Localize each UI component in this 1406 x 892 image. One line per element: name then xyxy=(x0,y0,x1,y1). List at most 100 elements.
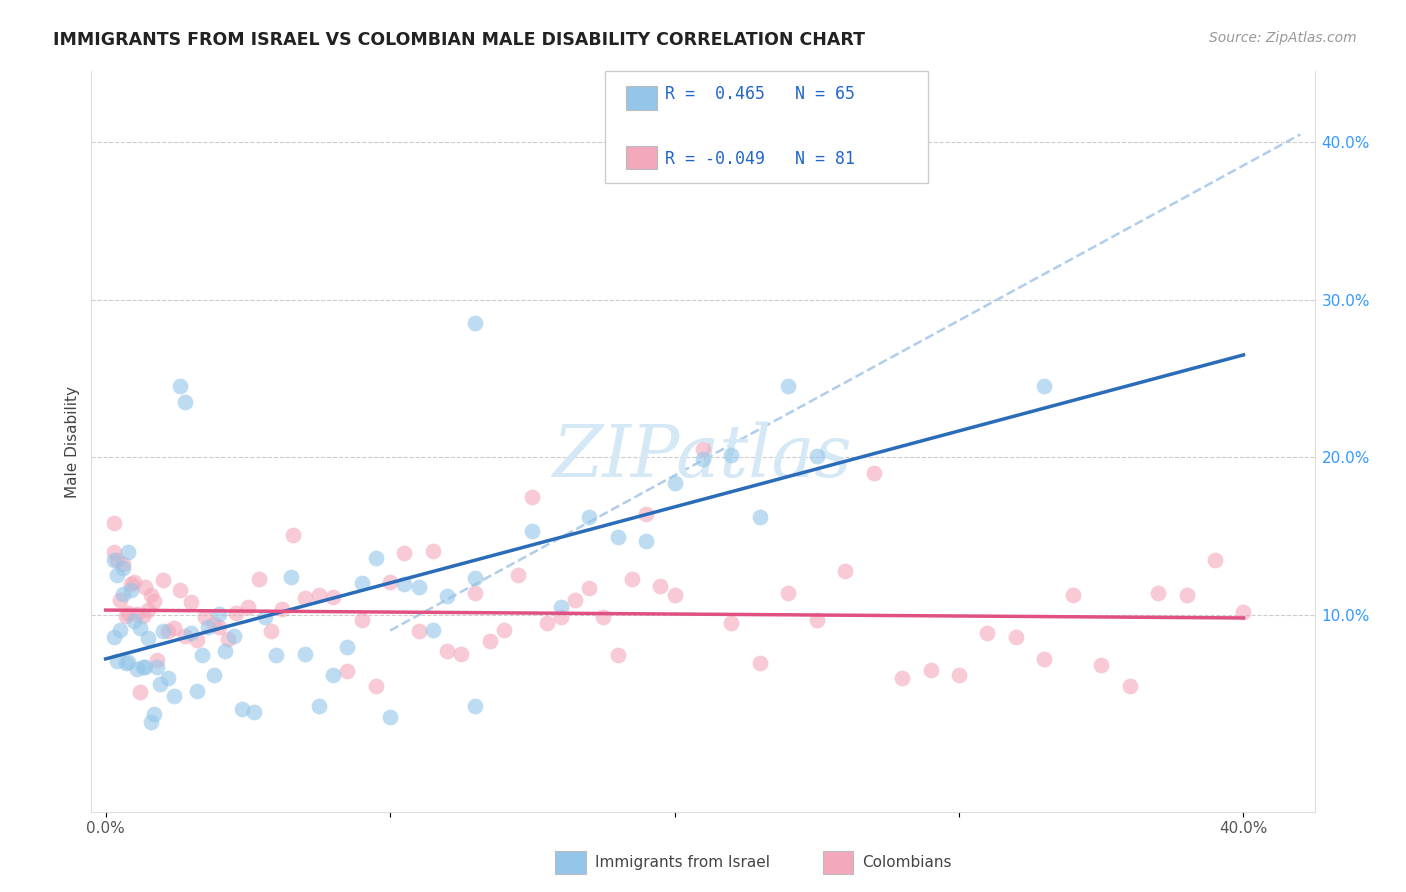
Point xyxy=(103,516,125,531)
Point xyxy=(105,654,128,668)
Point xyxy=(208,620,231,634)
Point xyxy=(117,606,139,620)
Point xyxy=(202,668,225,682)
Point xyxy=(862,466,884,480)
Point xyxy=(117,545,139,559)
Point xyxy=(143,594,166,608)
Point xyxy=(103,545,125,559)
Point xyxy=(592,610,614,624)
Point xyxy=(128,685,150,699)
Point xyxy=(806,449,828,463)
Point xyxy=(186,683,208,698)
Point xyxy=(146,653,169,667)
Point xyxy=(157,671,180,685)
Text: ZIPatlas: ZIPatlas xyxy=(553,421,853,491)
Point xyxy=(606,648,628,663)
Point xyxy=(322,668,344,682)
Point xyxy=(174,395,197,409)
Point xyxy=(114,608,136,623)
Point xyxy=(294,647,316,661)
Point xyxy=(778,586,800,600)
Point xyxy=(748,510,770,524)
Point xyxy=(606,530,628,544)
Point xyxy=(336,664,359,678)
Point xyxy=(464,586,486,600)
Point xyxy=(664,588,686,602)
Point xyxy=(394,546,416,560)
Point xyxy=(806,613,828,627)
Point xyxy=(920,663,942,677)
Point xyxy=(111,560,134,574)
Point xyxy=(364,679,387,693)
Point xyxy=(120,577,142,591)
Point xyxy=(194,610,217,624)
Point xyxy=(271,602,294,616)
Point xyxy=(180,626,202,640)
Point xyxy=(1118,679,1140,693)
Point xyxy=(394,576,416,591)
Point xyxy=(105,568,128,582)
Point xyxy=(169,583,191,598)
Point xyxy=(550,610,572,624)
Point xyxy=(214,643,236,657)
Point xyxy=(564,593,586,607)
Point xyxy=(976,626,998,640)
Point xyxy=(122,574,145,589)
Point xyxy=(152,573,174,587)
Point xyxy=(620,572,643,586)
Point xyxy=(364,550,387,565)
Point xyxy=(174,629,197,643)
Text: R = -0.049   N = 81: R = -0.049 N = 81 xyxy=(665,150,855,169)
Text: R =  0.465   N = 65: R = 0.465 N = 65 xyxy=(665,86,855,103)
Point xyxy=(283,528,305,542)
Text: Immigrants from Israel: Immigrants from Israel xyxy=(595,855,769,870)
Text: Source: ZipAtlas.com: Source: ZipAtlas.com xyxy=(1209,31,1357,45)
Point xyxy=(259,624,281,639)
Point xyxy=(720,448,742,462)
Point xyxy=(139,715,162,730)
Point xyxy=(122,614,145,628)
Point xyxy=(506,568,529,582)
Point xyxy=(143,706,166,721)
Point xyxy=(891,671,914,685)
Point xyxy=(436,644,458,658)
Point xyxy=(464,699,486,714)
Point xyxy=(146,660,169,674)
Point xyxy=(378,575,401,590)
Point xyxy=(247,572,270,586)
Point xyxy=(1033,379,1056,393)
Point xyxy=(1147,586,1170,600)
Point xyxy=(103,630,125,644)
Point xyxy=(308,699,330,714)
Point xyxy=(1033,652,1056,666)
Point xyxy=(208,607,231,621)
Point xyxy=(350,613,373,627)
Point xyxy=(266,648,288,662)
Point xyxy=(253,610,276,624)
Point xyxy=(231,702,253,716)
Point xyxy=(464,317,486,331)
Point xyxy=(522,490,544,504)
Point xyxy=(948,667,970,681)
Point xyxy=(163,690,186,704)
Point xyxy=(464,571,486,585)
Point xyxy=(105,552,128,566)
Point xyxy=(111,587,134,601)
Point xyxy=(242,706,264,720)
Point xyxy=(186,633,208,648)
Point xyxy=(217,632,239,647)
Point xyxy=(108,593,131,607)
Point xyxy=(536,615,558,630)
Point xyxy=(236,599,259,614)
Point xyxy=(180,594,202,608)
Point xyxy=(720,616,742,631)
Point xyxy=(120,582,142,597)
Point xyxy=(1204,552,1226,566)
Point xyxy=(202,616,225,631)
Point xyxy=(1232,605,1254,619)
Point xyxy=(1090,658,1112,673)
Point xyxy=(436,589,458,603)
Point xyxy=(125,662,148,676)
Point xyxy=(578,510,600,524)
Point xyxy=(478,634,501,648)
